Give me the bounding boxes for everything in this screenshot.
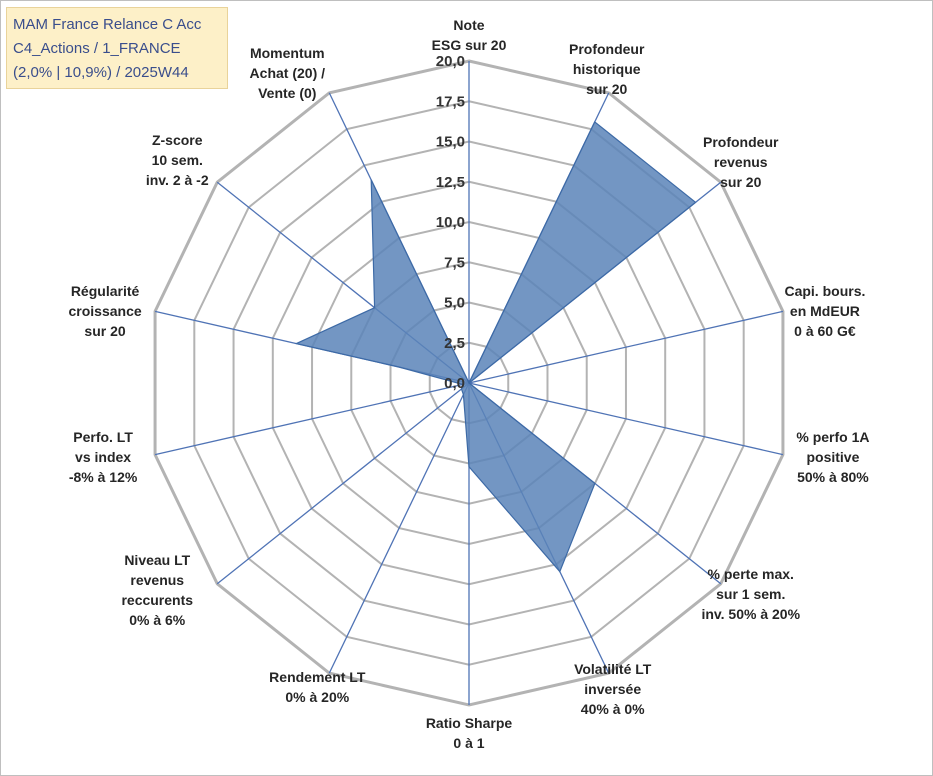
tick-label-4: 10,0 bbox=[436, 214, 465, 231]
tick-label-8: 20,0 bbox=[436, 53, 465, 70]
tick-label-3: 7,5 bbox=[444, 254, 465, 271]
axis-label-line: Z-score bbox=[151, 132, 203, 149]
axis-label-5: % perte max. sur 1 sem. inv. 50% à 20% bbox=[701, 564, 800, 624]
tick-label-7: 17,5 bbox=[436, 93, 465, 110]
spoke-8 bbox=[328, 382, 470, 674]
axis-label-line: inversée bbox=[584, 681, 642, 698]
axis-label-line: 0% à 6% bbox=[129, 611, 186, 628]
axis-label-2: Profondeur revenus sur 20 bbox=[703, 132, 778, 192]
fund-category: C4_Actions / 1_FRANCE bbox=[13, 40, 181, 57]
radar-series bbox=[294, 120, 697, 573]
axis-label-line: vs index bbox=[75, 448, 132, 465]
axis-label-6: Volatilité LT inversée 40% à 0% bbox=[574, 659, 651, 719]
spoke-10 bbox=[154, 382, 470, 456]
axis-label-10: Perfo. LT vs index -8% à 12% bbox=[69, 427, 137, 487]
axis-label-3: Capi. bours. en MdEUR 0 à 60 G€ bbox=[784, 281, 865, 341]
axis-label-line: revenus bbox=[713, 154, 768, 171]
tick-label-6: 15,0 bbox=[436, 134, 465, 151]
axis-label-line: 50% à 80% bbox=[797, 468, 869, 485]
axis-label-line: Profondeur bbox=[703, 134, 779, 151]
axis-label-11: Régularité croissance sur 20 bbox=[68, 281, 141, 341]
axis-label-line: reccurents bbox=[121, 591, 194, 608]
axis-label-line: revenus bbox=[130, 571, 185, 588]
axis-label-line: sur 1 sem. bbox=[716, 585, 786, 602]
axis-label-line: inv. 2 à -2 bbox=[145, 172, 209, 189]
tick-label-1: 2,5 bbox=[444, 335, 465, 352]
axis-label-line: Achat (20) / bbox=[249, 64, 326, 81]
fund-title-box: MAM France Relance C Acc C4_Actions / 1_… bbox=[6, 7, 228, 89]
axis-label-line: 40% à 0% bbox=[580, 701, 645, 718]
axis-label-line: en MdEUR bbox=[789, 303, 860, 320]
axis-label-line: 0 à 1 bbox=[453, 735, 485, 751]
axis-label-line: 10 sem. bbox=[151, 152, 203, 169]
axis-label-line: sur 20 bbox=[586, 80, 628, 97]
axis-label-line: Capi. bours. bbox=[784, 283, 866, 300]
fund-stats: (2,0% | 10,9%) / 2025W44 bbox=[13, 64, 189, 81]
axis-label-line: Ratio Sharpe bbox=[425, 715, 513, 731]
axis-label-0: Note ESG sur 20 bbox=[432, 15, 507, 55]
spoke-3 bbox=[468, 310, 784, 384]
axis-label-line: -8% à 12% bbox=[68, 468, 138, 485]
axis-label-line: % perte max. bbox=[707, 565, 794, 582]
tick-label-2: 5,0 bbox=[444, 295, 465, 312]
fund-name: MAM France Relance C Acc bbox=[13, 16, 202, 33]
axis-label-line: Perfo. LT bbox=[73, 428, 133, 445]
axis-label-8: Rendement LT 0% à 20% bbox=[269, 667, 365, 707]
axis-label-13: Momentum Achat (20) / Vente (0) bbox=[250, 43, 325, 103]
axis-label-line: sur 20 bbox=[84, 323, 126, 340]
axis-label-line: Momentum bbox=[249, 44, 325, 61]
radar-tick-labels: 0,0 2,5 5,0 7,5 10,0 12,5 15,0 17,5 20,0 bbox=[436, 53, 465, 392]
axis-label-line: inv. 50% à 20% bbox=[701, 605, 801, 622]
axis-label-12: Z-score 10 sem. inv. 2 à -2 bbox=[146, 130, 209, 190]
axis-label-line: % perfo 1A bbox=[796, 428, 870, 445]
axis-label-line: sur 20 bbox=[720, 174, 762, 191]
axis-label-line: 0% à 20% bbox=[285, 689, 350, 706]
axis-label-line: Niveau LT bbox=[124, 551, 191, 568]
axis-label-line: Volatilité LT bbox=[574, 661, 652, 678]
axis-label-9: Niveau LT revenus reccurents 0% à 6% bbox=[121, 550, 193, 630]
axis-label-line: Régularité bbox=[70, 283, 140, 300]
axis-label-4: % perfo 1A positive 50% à 80% bbox=[796, 427, 869, 487]
axis-label-line: historique bbox=[572, 60, 641, 77]
axis-label-7: Ratio Sharpe 0 à 1 bbox=[426, 713, 512, 753]
axis-label-line: Note bbox=[453, 17, 485, 33]
tick-label-5: 12,5 bbox=[436, 174, 465, 191]
axis-label-line: Rendement LT bbox=[269, 669, 366, 686]
spoke-4 bbox=[468, 382, 784, 456]
tick-label-0: 0,0 bbox=[444, 375, 465, 392]
axis-label-line: croissance bbox=[68, 303, 142, 320]
axis-label-1: Profondeur historique sur 20 bbox=[569, 39, 644, 99]
axis-label-line: ESG sur 20 bbox=[431, 37, 507, 53]
spoke-9 bbox=[216, 382, 470, 585]
axis-label-line: 0 à 60 G€ bbox=[794, 323, 856, 340]
axis-label-line: positive bbox=[806, 448, 860, 465]
axis-label-line: Profondeur bbox=[568, 40, 645, 57]
series-area bbox=[294, 120, 697, 573]
axis-label-line: Vente (0) bbox=[258, 84, 317, 101]
